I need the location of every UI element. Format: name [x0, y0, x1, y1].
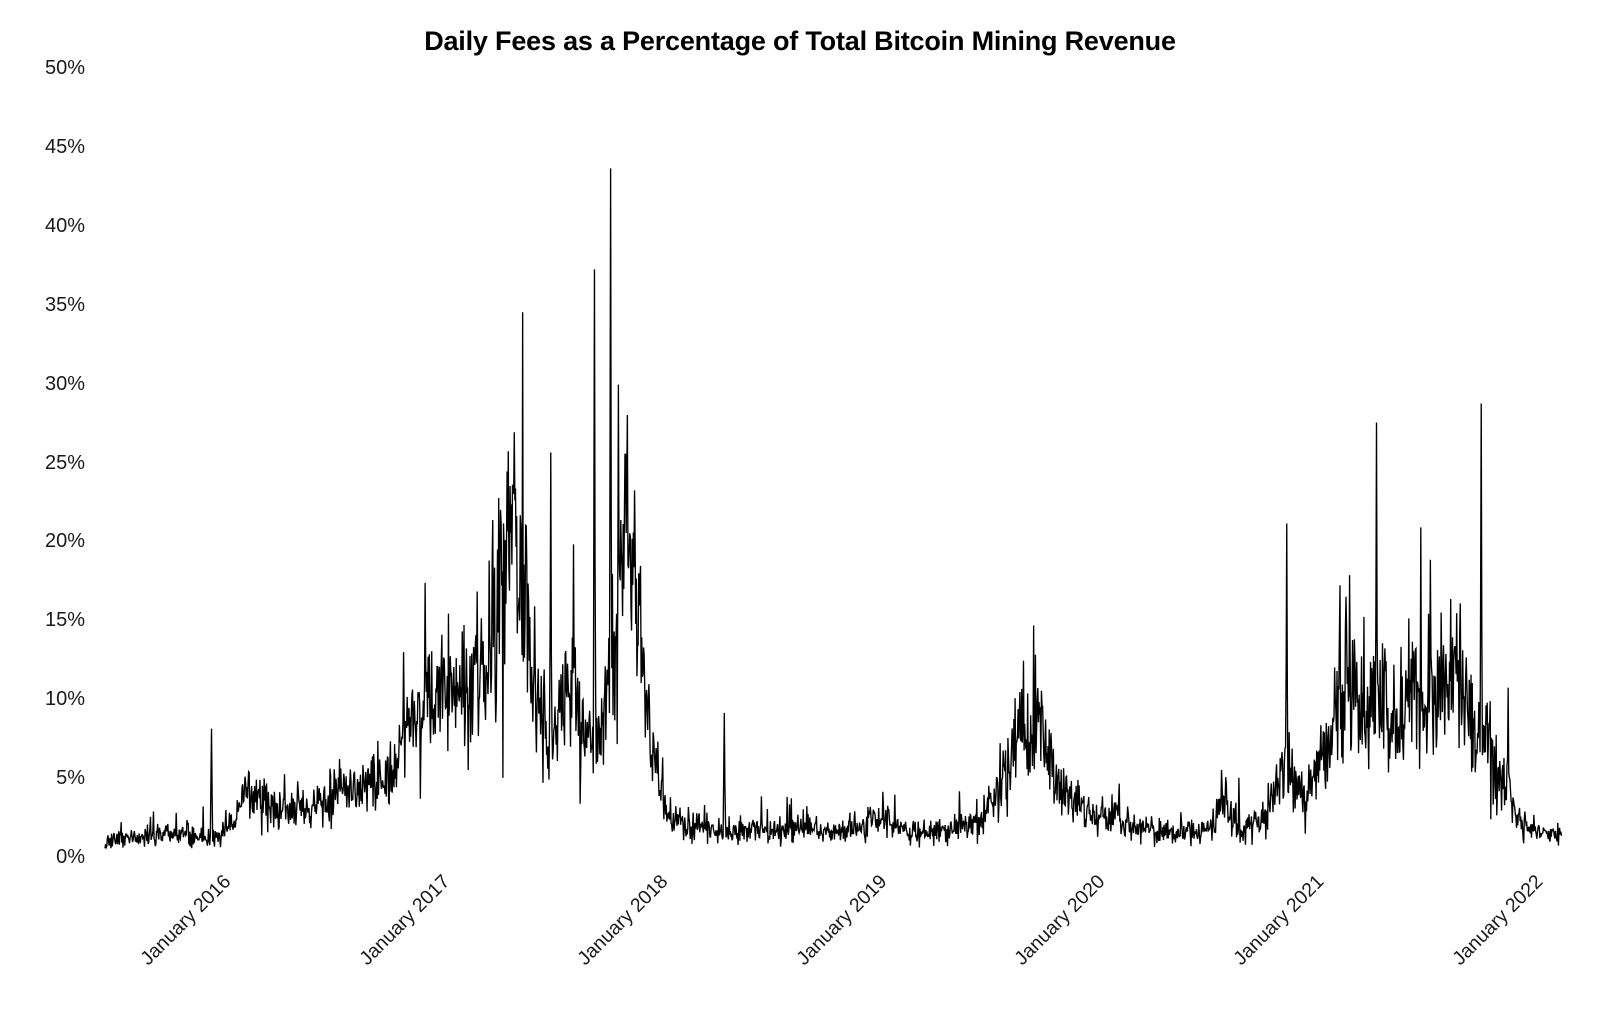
series-polyline: [104, 168, 1563, 850]
y-tick-label-25: 25%: [44, 451, 85, 474]
chart-title: Daily Fees as a Percentage of Total Bitc…: [424, 26, 1176, 56]
y-tick-label-15: 15%: [44, 609, 85, 632]
y-tick-label-45: 45%: [44, 135, 85, 158]
y-tick-label-50: 50%: [44, 57, 85, 79]
y-tick-label-5: 5%: [56, 767, 85, 790]
y-tick-label-20: 20%: [44, 530, 85, 553]
y-tick-label-0: 0%: [56, 846, 85, 868]
y-tick-label-30: 30%: [44, 372, 85, 395]
y-tick-label-10: 10%: [44, 688, 85, 711]
y-tick-label-40: 40%: [44, 214, 85, 237]
y-tick-label-35: 35%: [44, 293, 85, 316]
